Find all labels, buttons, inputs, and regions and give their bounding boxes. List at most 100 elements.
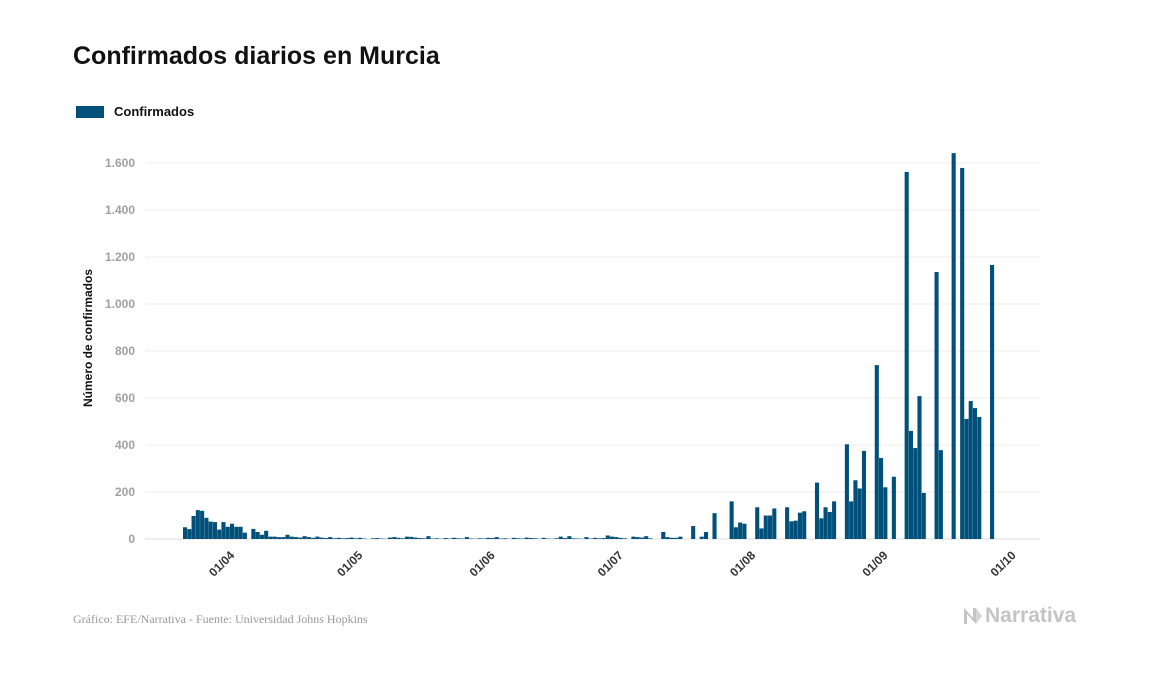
bar: [763, 515, 768, 539]
bar: [665, 537, 670, 539]
bar: [195, 510, 200, 539]
bar: [567, 536, 572, 539]
bar: [592, 537, 598, 539]
x-tick-label: 01/10: [988, 548, 1019, 579]
bar: [661, 531, 666, 539]
bar: [217, 529, 222, 539]
bar: [823, 507, 828, 539]
bar: [392, 537, 397, 539]
bar: [272, 536, 277, 539]
bar: [972, 408, 978, 539]
bar: [729, 501, 734, 539]
x-tick-label: 01/08: [727, 548, 758, 579]
bar: [477, 538, 482, 539]
bar: [622, 538, 627, 539]
bar: [285, 534, 290, 539]
bar: [533, 538, 538, 539]
bar: [358, 537, 363, 539]
bar: [874, 365, 879, 539]
y-tick-label: 400: [115, 438, 135, 452]
bar: [597, 538, 602, 539]
bar: [558, 536, 563, 539]
y-tick-label: 600: [115, 391, 135, 405]
bar: [883, 487, 888, 539]
bar: [849, 501, 854, 539]
bar: [294, 537, 299, 539]
x-tick-label: 01/06: [467, 548, 498, 579]
bar: [951, 153, 956, 539]
bar: [934, 272, 939, 539]
bar: [644, 536, 649, 539]
bar: [238, 526, 243, 539]
bar: [990, 264, 995, 539]
bar: [631, 536, 636, 539]
bar: [853, 480, 858, 539]
bar: [712, 513, 717, 539]
bar: [434, 538, 440, 539]
bar: [742, 523, 747, 539]
legend: Confirmados: [76, 104, 194, 119]
bar: [259, 534, 264, 539]
bar: [614, 537, 619, 539]
bar: [353, 538, 358, 539]
bar: [494, 537, 499, 539]
bar: [674, 537, 679, 539]
bar: [908, 430, 913, 539]
bar: [610, 536, 615, 539]
bar: [618, 537, 623, 539]
bar: [977, 417, 982, 539]
narrativa-logo: Narrativa: [963, 604, 1076, 628]
bar: [225, 526, 230, 539]
bar: [409, 536, 414, 539]
bar: [669, 537, 674, 539]
bar: [183, 527, 188, 539]
bar: [733, 527, 738, 539]
bar: [691, 526, 696, 539]
bar: [268, 536, 273, 539]
bar: [703, 531, 709, 539]
bar: [417, 538, 422, 539]
logo-text: Narrativa: [985, 604, 1077, 627]
bar: [528, 538, 533, 539]
bar: [208, 521, 213, 539]
bar: [452, 537, 457, 539]
bar: [516, 538, 521, 539]
bar: [336, 537, 341, 539]
bar: [315, 536, 320, 539]
bar: [819, 518, 824, 539]
bar: [904, 171, 909, 539]
bar: [524, 537, 529, 539]
bar: [921, 492, 926, 539]
y-tick-label: 1.600: [105, 156, 135, 170]
bar: [503, 538, 508, 539]
x-tick-label: 01/09: [859, 548, 890, 579]
bar: [212, 522, 217, 539]
bar: [229, 523, 235, 539]
bar: [413, 537, 418, 539]
bar: [738, 522, 743, 539]
bar: [789, 521, 794, 539]
bar: [340, 538, 346, 539]
bar: [678, 536, 683, 539]
bar: [281, 537, 286, 539]
bar: [797, 512, 802, 539]
bar: [464, 537, 469, 539]
bar: [639, 537, 644, 539]
bar: [490, 538, 495, 539]
bar: [891, 476, 896, 539]
y-tick-label: 0: [128, 532, 135, 546]
bar: [443, 538, 448, 539]
bar: [426, 536, 431, 539]
y-tick-label: 800: [115, 344, 135, 358]
bar: [298, 537, 303, 539]
bar: [857, 488, 862, 539]
y-axis-label: Número de confirmados: [81, 269, 95, 407]
bar: [832, 501, 837, 539]
bar: [960, 167, 965, 539]
legend-label: Confirmados: [114, 104, 195, 119]
bar: [814, 482, 820, 539]
y-tick-label: 1.400: [105, 203, 135, 217]
bar: [968, 401, 973, 539]
bar: [302, 536, 307, 539]
